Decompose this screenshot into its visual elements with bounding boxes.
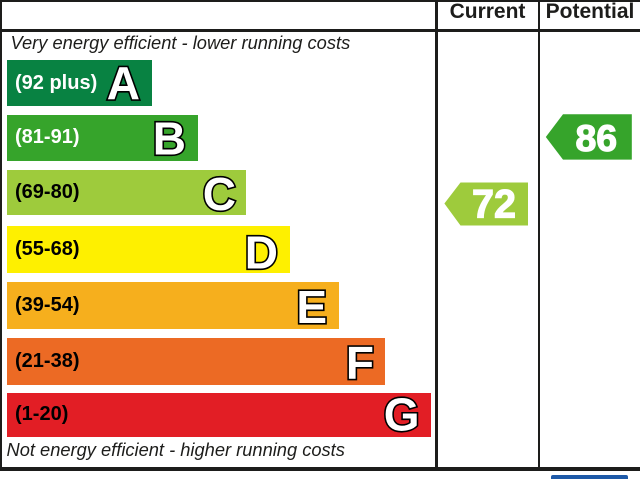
svg-text:C: C bbox=[203, 168, 236, 220]
svg-text:72: 72 bbox=[472, 183, 516, 227]
svg-text:G: G bbox=[384, 389, 420, 441]
svg-text:F: F bbox=[346, 337, 374, 389]
svg-text:D: D bbox=[245, 226, 278, 278]
svg-text:E: E bbox=[296, 281, 327, 333]
svg-text:86: 86 bbox=[575, 117, 617, 159]
svg-text:B: B bbox=[153, 113, 186, 165]
svg-text:A: A bbox=[107, 57, 140, 109]
